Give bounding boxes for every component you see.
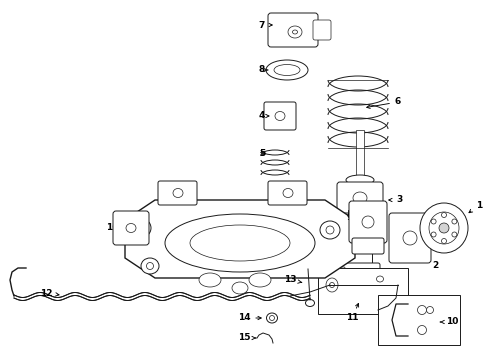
Text: 7: 7 (259, 21, 272, 30)
Bar (318, 268, 408, 314)
Ellipse shape (353, 192, 367, 204)
Text: 14: 14 (238, 314, 261, 323)
Text: 9: 9 (347, 213, 359, 222)
FancyBboxPatch shape (337, 182, 383, 213)
Ellipse shape (441, 212, 446, 217)
Ellipse shape (190, 225, 290, 261)
FancyBboxPatch shape (268, 13, 318, 47)
Ellipse shape (431, 219, 436, 224)
Ellipse shape (304, 263, 312, 269)
Text: 6: 6 (367, 98, 401, 108)
Ellipse shape (431, 232, 436, 237)
Polygon shape (125, 200, 355, 278)
Ellipse shape (417, 325, 426, 334)
FancyBboxPatch shape (389, 213, 431, 263)
Ellipse shape (283, 189, 293, 198)
Ellipse shape (199, 273, 221, 287)
Ellipse shape (417, 306, 426, 315)
FancyBboxPatch shape (331, 267, 345, 279)
Ellipse shape (403, 231, 417, 245)
FancyBboxPatch shape (158, 181, 197, 205)
Ellipse shape (326, 278, 338, 292)
Bar (348, 210, 372, 265)
Text: 11: 11 (346, 303, 359, 323)
Ellipse shape (129, 218, 151, 238)
Ellipse shape (136, 224, 144, 232)
FancyBboxPatch shape (349, 201, 387, 243)
Text: 16: 16 (106, 224, 124, 233)
Ellipse shape (305, 300, 315, 306)
Ellipse shape (267, 313, 277, 323)
FancyBboxPatch shape (113, 211, 149, 245)
Text: 8: 8 (259, 66, 268, 75)
FancyBboxPatch shape (268, 181, 307, 205)
Ellipse shape (426, 306, 434, 314)
Ellipse shape (232, 282, 248, 294)
FancyBboxPatch shape (313, 20, 331, 40)
Ellipse shape (336, 270, 341, 275)
Ellipse shape (274, 64, 300, 76)
Ellipse shape (439, 223, 449, 233)
Ellipse shape (441, 238, 446, 243)
Text: 10: 10 (440, 318, 458, 327)
Ellipse shape (362, 216, 374, 228)
Ellipse shape (293, 30, 297, 34)
Text: 4: 4 (259, 112, 269, 121)
Text: 1: 1 (469, 201, 482, 213)
Bar (356, 130, 364, 180)
Ellipse shape (452, 219, 457, 224)
Ellipse shape (147, 262, 153, 270)
Ellipse shape (270, 315, 274, 320)
Ellipse shape (429, 212, 459, 244)
Ellipse shape (452, 232, 457, 237)
FancyBboxPatch shape (352, 238, 384, 254)
Ellipse shape (173, 189, 183, 198)
Ellipse shape (288, 26, 302, 38)
Ellipse shape (376, 276, 384, 282)
Ellipse shape (420, 203, 468, 253)
Ellipse shape (249, 273, 271, 287)
Text: 5: 5 (259, 149, 265, 158)
Text: 15: 15 (238, 333, 256, 342)
Ellipse shape (141, 258, 159, 274)
Text: 2: 2 (425, 257, 438, 270)
Ellipse shape (266, 60, 308, 80)
Ellipse shape (320, 221, 340, 239)
Text: 13: 13 (284, 275, 302, 284)
Ellipse shape (326, 226, 334, 234)
FancyBboxPatch shape (340, 263, 380, 283)
Ellipse shape (165, 214, 315, 272)
Ellipse shape (346, 175, 374, 185)
Text: 12: 12 (40, 288, 59, 297)
FancyBboxPatch shape (264, 102, 296, 130)
Ellipse shape (275, 112, 285, 121)
Ellipse shape (329, 283, 335, 288)
Bar (378, 295, 460, 345)
Ellipse shape (126, 224, 136, 233)
Text: 3: 3 (389, 195, 402, 204)
